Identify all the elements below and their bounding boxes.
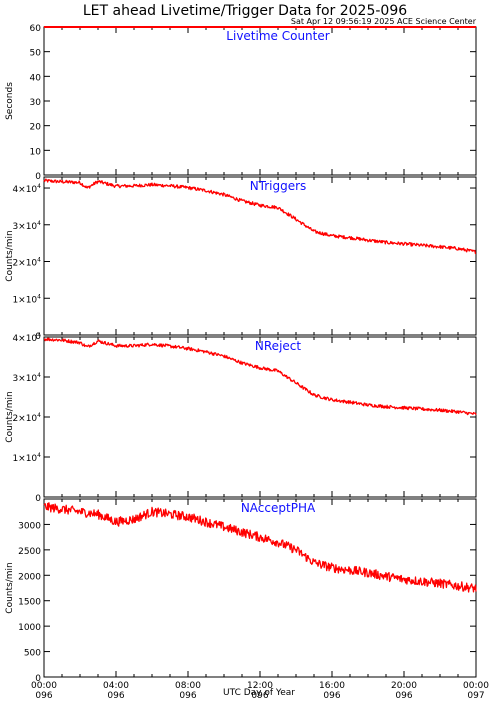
series-line — [43, 178, 477, 255]
panel-3: 0 1×104 2×104 3×104 4×104 Counts/min NReject — [5, 332, 477, 504]
x-axis-label: UTC Day of Year — [223, 688, 295, 698]
x-tick-label: 04:000962025 — [103, 681, 129, 704]
y-tick-label: 0 — [35, 332, 41, 342]
y-tick-label: 40 — [30, 73, 42, 83]
x-tick-label-line: 00:00 — [463, 681, 489, 691]
y-tick-label: 10 — [30, 147, 42, 157]
y-tick-label: 3×104 — [12, 220, 41, 232]
x-tick-label-line: 096 — [251, 691, 268, 700]
y-tick-label: 1500 — [18, 598, 41, 608]
panel-1: 0 10 20 30 40 50 60 Seconds Livetime Counter — [5, 24, 477, 182]
series-line — [43, 337, 477, 416]
x-tick-label: 16:000962025 — [319, 681, 345, 704]
x-tick-label-line: 096 — [395, 691, 412, 700]
plot-frame — [43, 336, 477, 498]
panel-2: 0 1×104 2×104 3×104 4×104 Counts/min NTriggers — [5, 176, 477, 342]
panel-title: NTriggers — [250, 179, 307, 193]
x-tick-label: 20:000962025 — [391, 681, 417, 704]
panel-title: Livetime Counter — [226, 29, 329, 43]
plot-frame — [43, 498, 477, 678]
panel-4: 0 500 1000 1500 2000 2500 3000 Counts/min NAccep… — [5, 498, 477, 684]
y-tick-label: 20 — [30, 123, 42, 133]
y-tick-label: 3×104 — [12, 372, 41, 384]
y-tick-label: 50 — [30, 49, 42, 59]
chart-subtitle: Sat Apr 12 09:56:19 2025 ACE Science Cen… — [291, 17, 477, 26]
y-tick-label: 2×104 — [12, 257, 41, 269]
y-tick-label: 2500 — [18, 547, 41, 557]
y-tick-label: 60 — [30, 24, 42, 34]
series-line — [43, 502, 477, 593]
y-tick-label: 30 — [30, 98, 42, 108]
x-tick-label-line: 096 — [35, 691, 52, 700]
y-tick-label: 4×104 — [12, 332, 41, 344]
y-tick-label: 1000 — [18, 623, 41, 633]
x-tick-label-line: 20:00 — [391, 681, 417, 691]
y-tick-label: 4×104 — [12, 183, 41, 195]
x-tick-label: 00:000972025 — [463, 681, 489, 704]
x-tick-label-line: 12:00 — [247, 681, 273, 691]
y-tick-label: 0 — [35, 172, 41, 182]
chart-panels: 0 10 20 30 40 50 60 Seconds Livetime Counter 0 1×1… — [5, 24, 477, 684]
y-tick-label: 3000 — [18, 521, 41, 531]
x-tick-label: 00:000962025 — [31, 681, 57, 704]
x-tick-label-line: 16:00 — [319, 681, 345, 691]
x-tick-label-line: 04:00 — [103, 681, 129, 691]
y-axis-label: Counts/min — [5, 562, 15, 613]
plot-frame — [43, 176, 477, 336]
x-tick-label-line: 08:00 — [175, 681, 201, 691]
panel-title: NReject — [255, 339, 301, 353]
y-axis-label: Counts/min — [5, 391, 15, 442]
plot-frame — [43, 26, 477, 176]
y-tick-label: 1×104 — [12, 452, 41, 464]
panel-title: NAcceptPHA — [241, 501, 316, 515]
x-tick-label-line: 097 — [467, 691, 484, 700]
x-tick-label-line: 096 — [179, 691, 196, 700]
y-tick-label: 1×104 — [12, 293, 41, 305]
chart-title: LET ahead Livetime/Trigger Data for 2025… — [83, 3, 407, 19]
y-tick-label: 0 — [35, 674, 41, 684]
x-tick-label-line: 096 — [107, 691, 124, 700]
x-tick-label-line: 00:00 — [31, 681, 57, 691]
y-tick-label: 0 — [35, 494, 41, 504]
y-tick-label: 2×104 — [12, 412, 41, 424]
y-tick-label: 500 — [24, 649, 41, 659]
x-tick-label-line: 096 — [323, 691, 340, 700]
x-tick-label: 08:000962025 — [175, 681, 201, 704]
y-axis-label: Counts/min — [5, 230, 15, 281]
y-axis-label: Seconds — [5, 82, 15, 120]
y-tick-label: 2000 — [18, 572, 41, 582]
